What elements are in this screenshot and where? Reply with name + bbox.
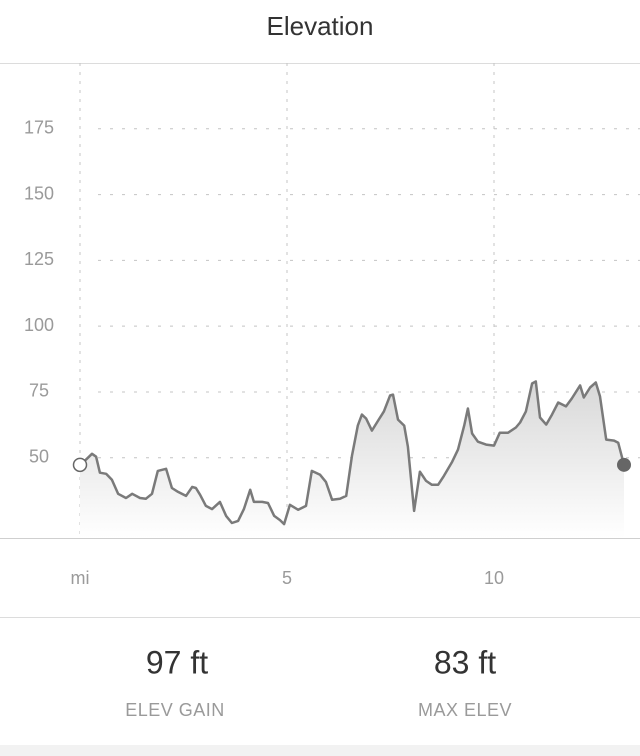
stat-value: 83 ft bbox=[434, 644, 496, 680]
y-tick-label: 100 bbox=[24, 315, 54, 335]
end-point bbox=[617, 457, 631, 472]
title: Elevation bbox=[267, 11, 374, 41]
y-tick-label: 175 bbox=[24, 118, 54, 138]
start-point bbox=[72, 457, 88, 473]
y-tick-label: 125 bbox=[24, 249, 54, 269]
stat-label: ELEV GAIN bbox=[125, 700, 225, 720]
y-tick-label: 75 bbox=[29, 381, 49, 401]
stat-label: MAX ELEV bbox=[418, 700, 512, 720]
x-tick-label: mi bbox=[71, 568, 90, 588]
y-tick-label: 50 bbox=[29, 446, 49, 466]
elevation-line bbox=[79, 380, 626, 526]
x-tick-label: 5 bbox=[282, 568, 292, 588]
x-tick-label: 10 bbox=[484, 568, 504, 588]
stat-value: 97 ft bbox=[146, 644, 208, 680]
plot: 50 75 100 125 150 175 mi 5 10 bbox=[24, 63, 640, 588]
footer-strip bbox=[0, 745, 640, 756]
y-tick-label: 150 bbox=[24, 183, 54, 203]
